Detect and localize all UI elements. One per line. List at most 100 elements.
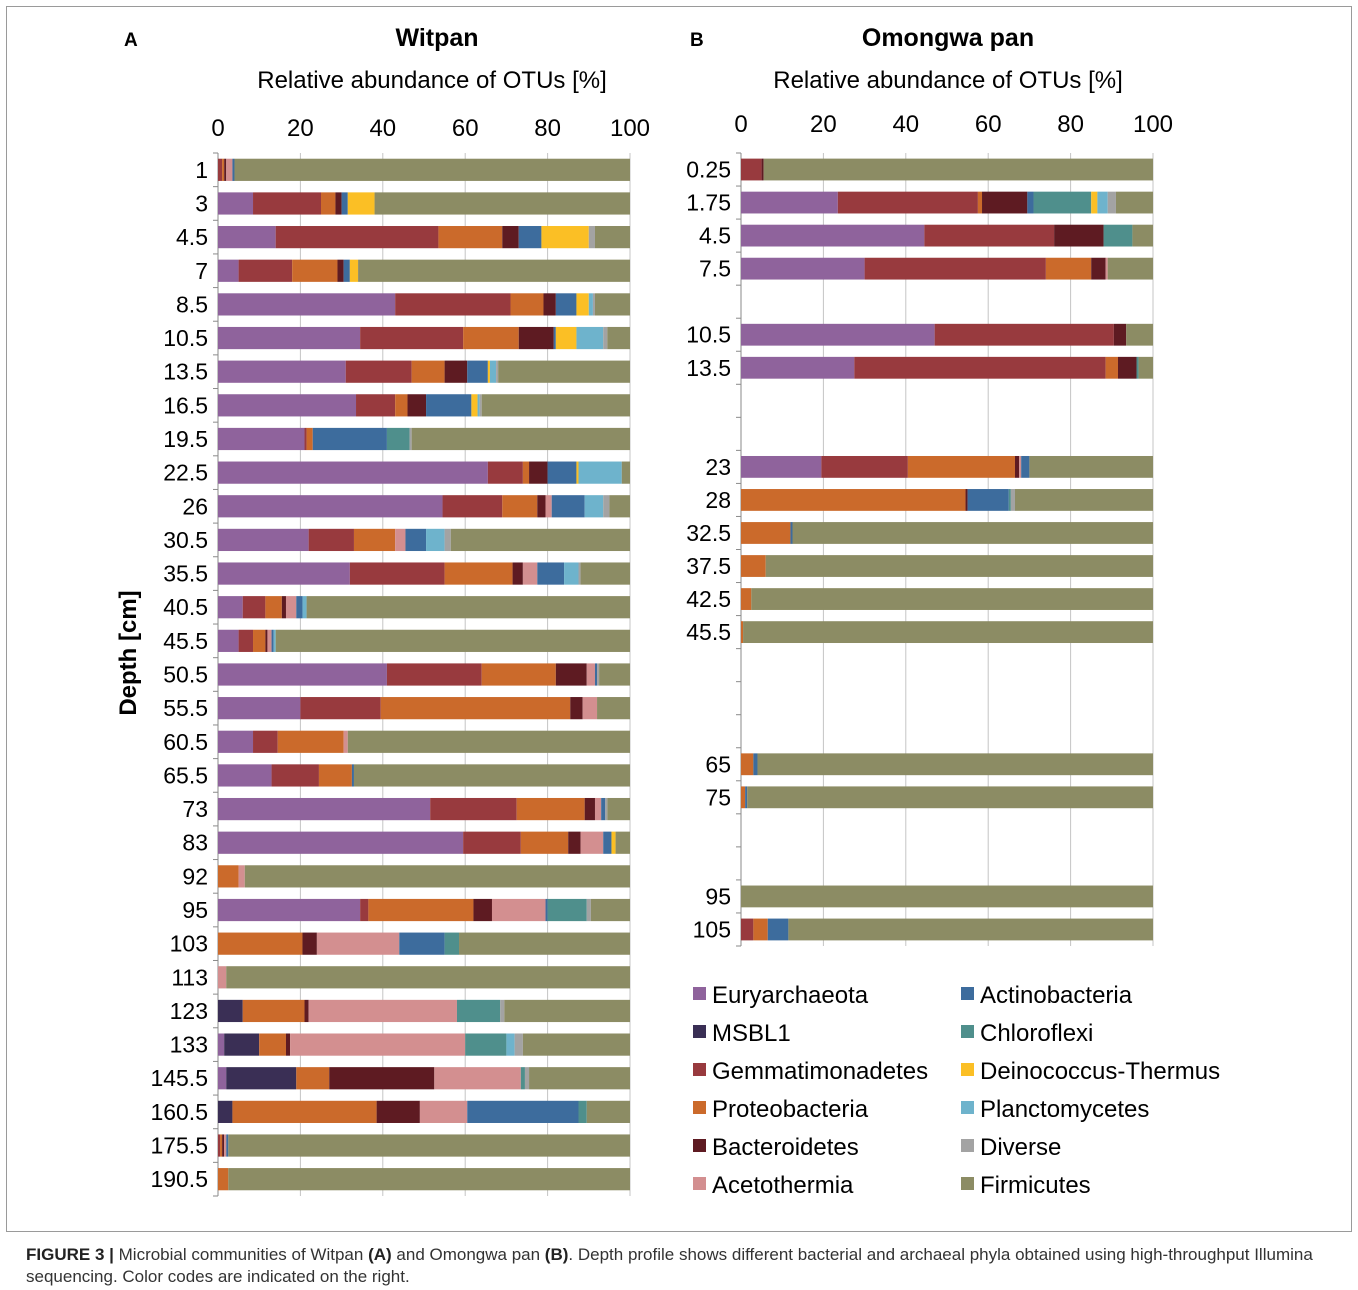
- witpan-bar-planctomycetes: [584, 495, 604, 518]
- witpan-bar-acetothermia: [308, 999, 457, 1023]
- witpan-bar-bacteroidetes: [543, 293, 556, 316]
- witpan-bar-euryarchaeota: [218, 326, 361, 350]
- witpan-bar-euryarchaeota: [218, 1067, 227, 1090]
- witpan-bar-deinococcus-thermus: [541, 226, 589, 249]
- witpan-bar-proteobacteria: [411, 360, 445, 383]
- witpan-bar-actinobacteria: [553, 326, 556, 350]
- omongwa-bar-bacteroidetes: [1113, 323, 1127, 346]
- witpan-bar-gemmatimonadetes: [304, 427, 307, 451]
- witpan-bar-proteobacteria: [242, 999, 305, 1023]
- caption-bold-a: (A): [368, 1245, 392, 1264]
- omongwa-bar-firmicutes: [741, 885, 1153, 908]
- witpan-bar-euryarchaeota: [218, 495, 443, 518]
- omongwa-bar-proteobacteria: [741, 522, 791, 544]
- witpan-bar-firmicutes: [450, 528, 630, 552]
- witpan-bar-firmicutes: [621, 461, 630, 484]
- omongwa-bar-bacteroidetes: [965, 489, 968, 511]
- witpan-bar-firmicutes: [504, 999, 630, 1023]
- witpan-bar-acetothermia: [343, 730, 348, 753]
- witpan-x-tick-label: 60: [452, 115, 479, 142]
- omongwa-x-tick-label: 80: [1057, 111, 1084, 138]
- witpan-bar-planctomycetes: [576, 326, 604, 350]
- omongwa-bar-gemmatimonadetes: [924, 224, 1055, 247]
- witpan-bar-gemmatimonadetes: [345, 360, 412, 383]
- witpan-bar-deinococcus-thermus: [576, 293, 589, 316]
- witpan-bar-euryarchaeota: [218, 697, 301, 720]
- witpan-bar-actinobacteria: [545, 898, 548, 922]
- omongwa-bar-firmicutes: [757, 753, 1153, 776]
- witpan-depth-label: 13.5: [163, 359, 208, 385]
- witpan-bar-acetothermia: [545, 495, 552, 518]
- omongwa-bar-deinococcus-thermus: [1091, 191, 1098, 214]
- witpan-bar-euryarchaeota: [218, 427, 305, 451]
- legend-swatch-bacteroidetes: [693, 1139, 706, 1152]
- witpan-bar-firmicutes: [594, 226, 630, 249]
- witpan-bar-acetothermia: [580, 831, 604, 854]
- legend-label-firmicutes: Firmicutes: [980, 1172, 1091, 1199]
- witpan-bar-euryarchaeota: [218, 596, 243, 619]
- witpan-bar-firmicutes: [586, 1100, 630, 1123]
- omongwa-bar-bacteroidetes: [982, 191, 1028, 214]
- witpan-bar-actinobacteria: [537, 562, 565, 585]
- witpan-bar-proteobacteria: [253, 629, 266, 652]
- witpan-bar-chloroflexi: [456, 999, 501, 1023]
- witpan-bar-actinobacteria: [555, 293, 577, 316]
- omongwa-depth-label: 32.5: [686, 520, 731, 546]
- witpan-bar-chloroflexi: [547, 898, 587, 922]
- witpan-bar-planctomycetes: [426, 528, 445, 552]
- witpan-bar-actinobacteria: [226, 1134, 229, 1157]
- witpan-bar-gemmatimonadetes: [308, 528, 354, 552]
- witpan-bar-firmicutes: [347, 730, 630, 753]
- omongwa-bar-chloroflexi: [1008, 489, 1011, 511]
- witpan-bar-acetothermia: [226, 158, 233, 181]
- witpan-bar-actinobacteria: [405, 528, 427, 552]
- omongwa-bar-firmicutes: [788, 918, 1153, 941]
- witpan-bar-bacteroidetes: [329, 1067, 435, 1090]
- omongwa-depth-label: 1.75: [686, 190, 731, 216]
- witpan-bar-acetothermia: [238, 865, 245, 888]
- witpan-depth-label: 8.5: [176, 291, 208, 317]
- figure-svg: A Witpan Relative abundance of OTUs [%] …: [115, 24, 1220, 1199]
- legend-label-deinococcus-thermus: Deinococcus-Thermus: [980, 1058, 1220, 1085]
- omongwa-bar-planctomycetes: [1097, 191, 1108, 214]
- witpan-bar-euryarchaeota: [218, 898, 361, 922]
- omongwa-bar-proteobacteria: [1105, 356, 1118, 379]
- witpan-bar-firmicutes: [411, 427, 630, 451]
- omongwa-x-tick-label: 60: [975, 111, 1002, 138]
- legend-swatch-planctomycetes: [961, 1101, 974, 1114]
- witpan-bar-firmicutes: [306, 596, 630, 619]
- witpan-bar-diverse: [524, 1067, 530, 1090]
- panel-a-title: Witpan: [395, 24, 478, 52]
- witpan-bar-gemmatimonadetes: [242, 596, 266, 619]
- legend-label-euryarchaeota: Euryarchaeota: [712, 982, 869, 1009]
- witpan-depth-label: 65.5: [163, 762, 208, 788]
- witpan-bar-bacteroidetes: [222, 1134, 225, 1157]
- witpan-depth-label: 160.5: [150, 1099, 208, 1125]
- witpan-depth-label: 40.5: [163, 594, 208, 620]
- witpan-bar-acetothermia: [395, 528, 406, 552]
- witpan-bar-bacteroidetes: [407, 394, 427, 417]
- witpan-bar-euryarchaeota: [218, 360, 346, 383]
- witpan-bar-firmicutes: [607, 797, 630, 821]
- legend-label-gemmatimonadetes: Gemmatimonadetes: [712, 1058, 928, 1085]
- witpan-bar-firmicutes: [374, 192, 630, 215]
- witpan-bar-proteobacteria: [438, 226, 503, 249]
- witpan-bar-proteobacteria: [218, 932, 303, 955]
- witpan-bar-planctomycetes: [302, 596, 307, 619]
- omongwa-depth-label: 28: [705, 487, 731, 513]
- witpan-bar-gemmatimonadetes: [253, 192, 321, 215]
- witpan-depth-label: 175.5: [150, 1133, 208, 1159]
- witpan-depth-label: 103: [170, 931, 208, 957]
- witpan-depth-label: 190.5: [150, 1166, 208, 1192]
- witpan-bar-proteobacteria: [510, 293, 544, 316]
- witpan-bar-actinobacteria: [601, 797, 606, 821]
- witpan-bar-actinobacteria: [594, 663, 598, 686]
- omongwa-depth-label: 95: [705, 883, 731, 909]
- witpan-bar-firmicutes: [228, 1168, 631, 1191]
- omongwa-depth-label: 45.5: [686, 619, 731, 645]
- witpan-bar-diverse: [496, 360, 499, 383]
- witpan-bar-diverse: [409, 427, 412, 451]
- witpan-bar-bacteroidetes: [518, 326, 554, 350]
- witpan-bar-acetothermia: [224, 1134, 227, 1157]
- panel-a-witpan: A Witpan Relative abundance of OTUs [%] …: [115, 24, 650, 1197]
